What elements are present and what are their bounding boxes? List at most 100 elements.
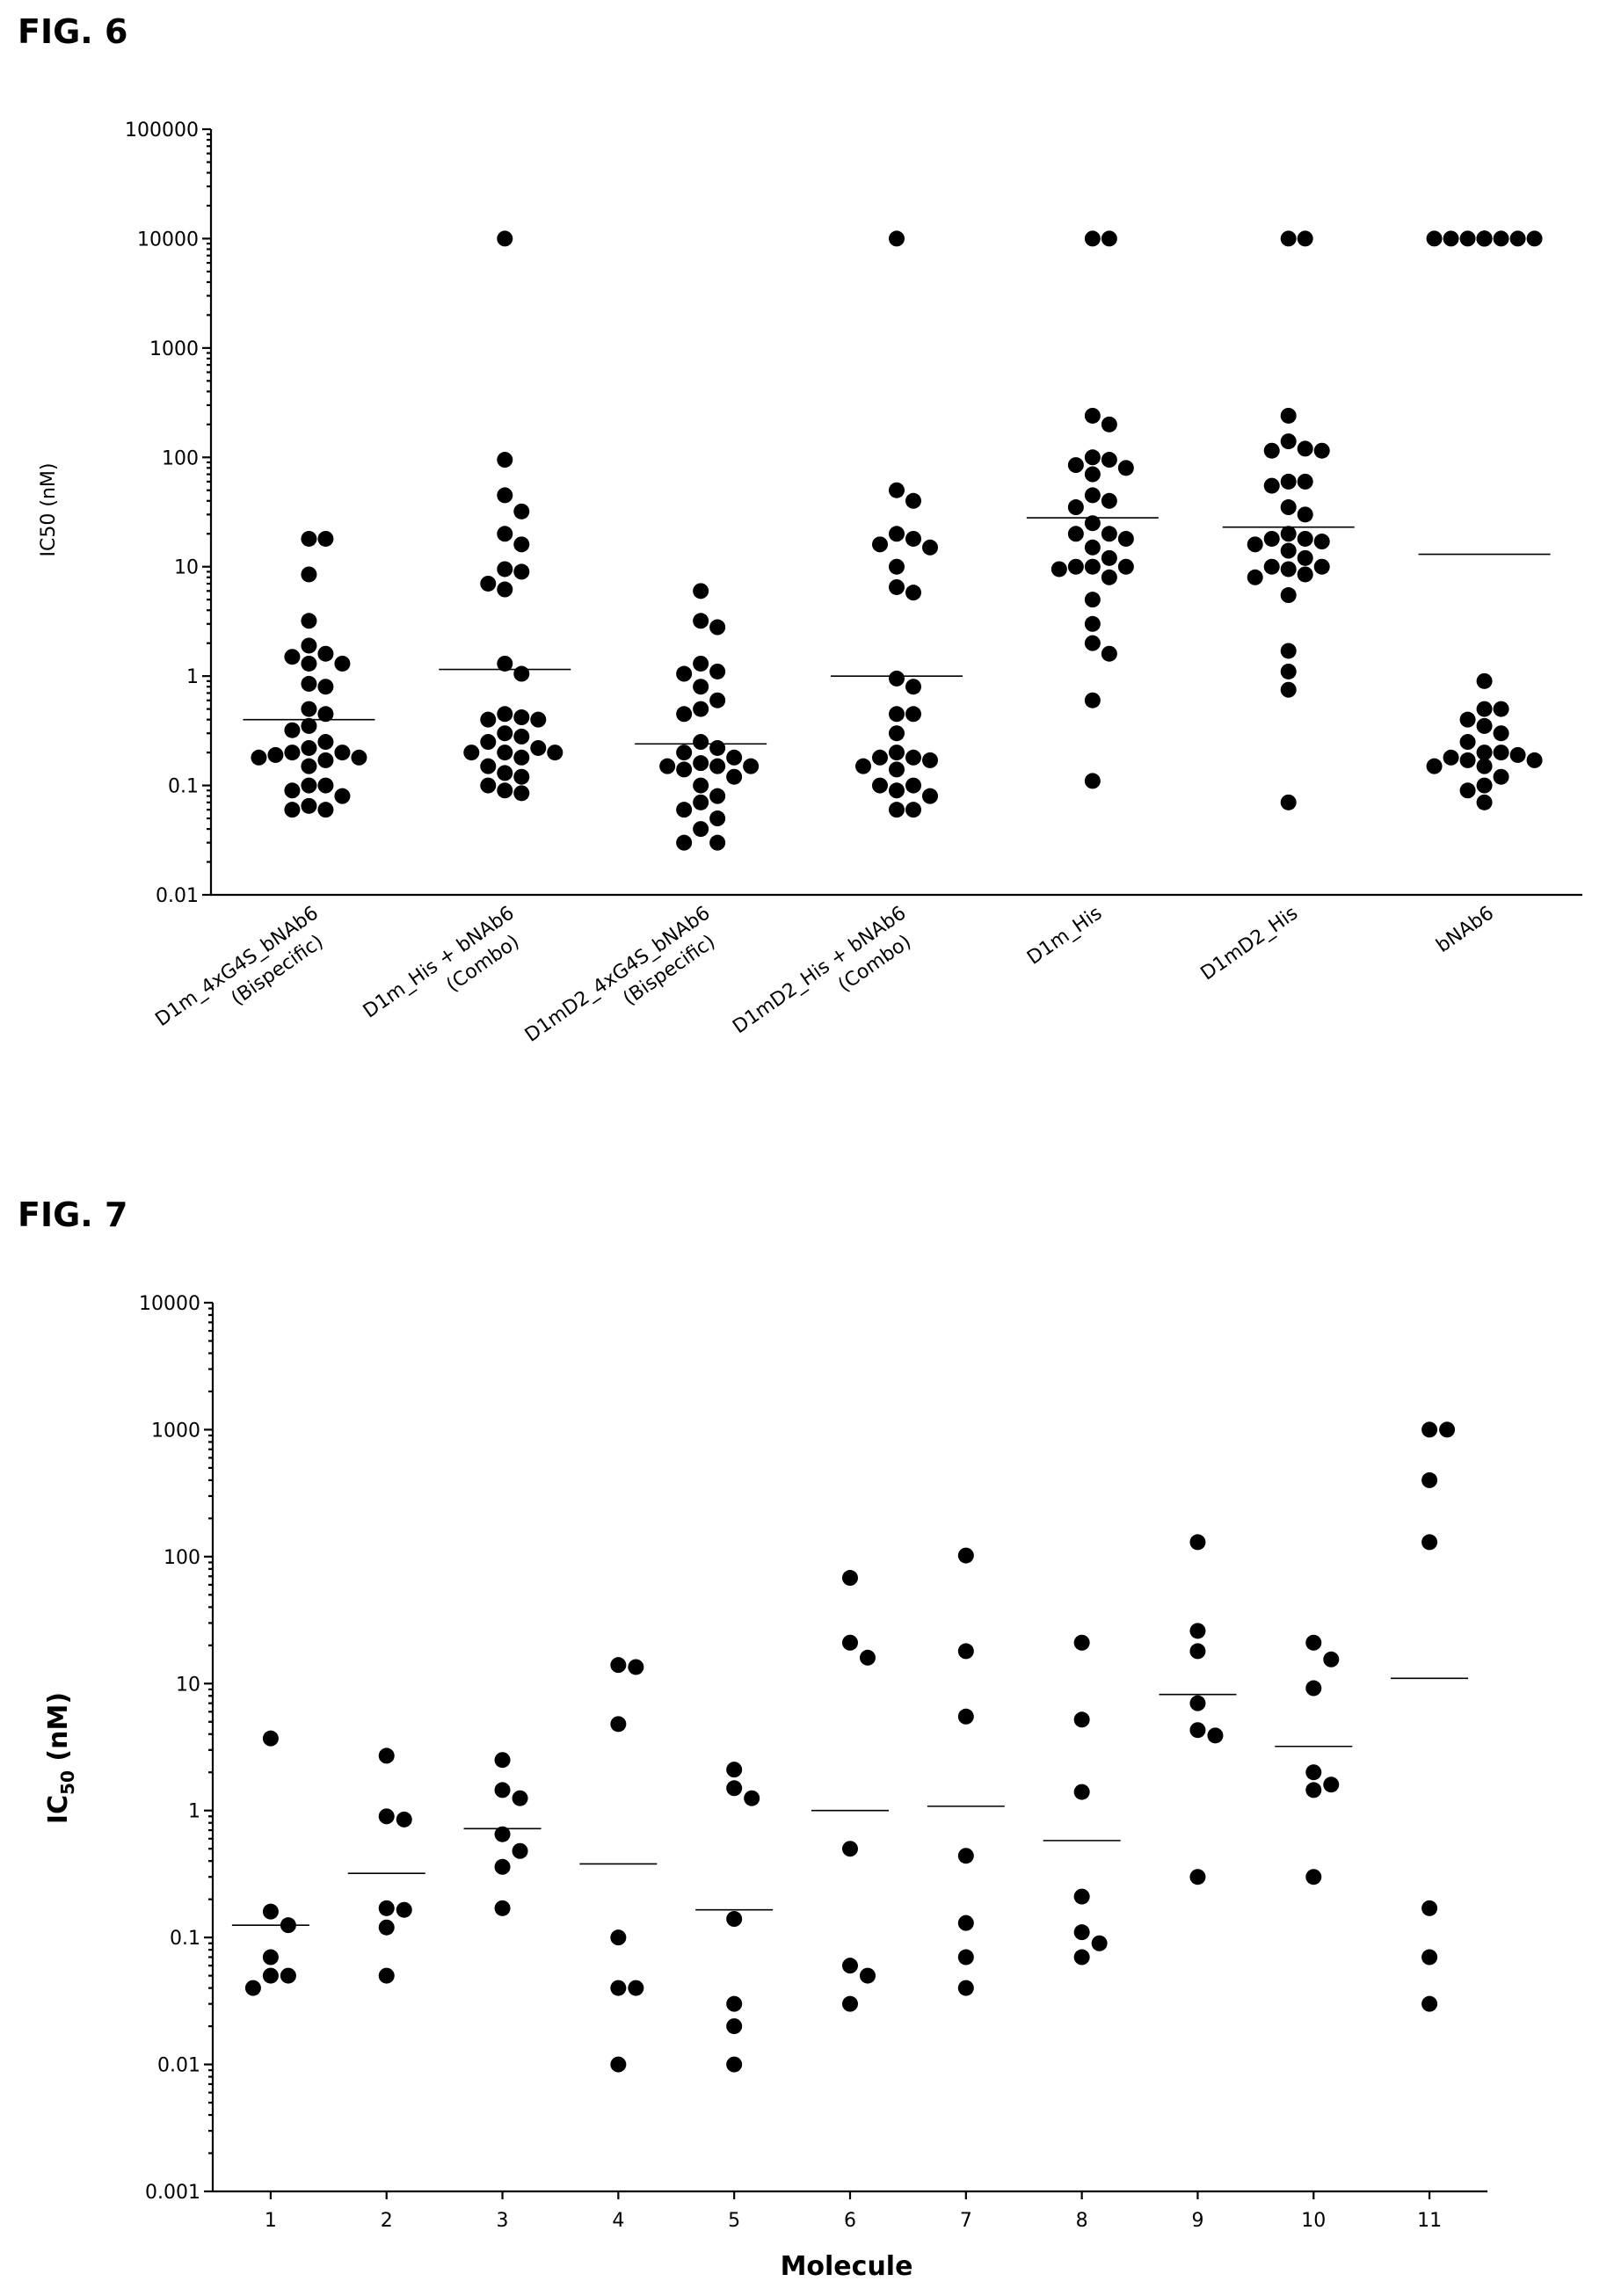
data-point bbox=[1101, 569, 1117, 585]
y-tick-label: 10 bbox=[176, 1674, 200, 1696]
data-point bbox=[1297, 230, 1313, 247]
data-point bbox=[513, 709, 530, 726]
data-point bbox=[726, 2018, 743, 2035]
data-point bbox=[860, 1649, 876, 1666]
data-point bbox=[1101, 645, 1117, 662]
data-point bbox=[317, 752, 334, 768]
data-point bbox=[610, 1716, 627, 1733]
data-point bbox=[1084, 230, 1101, 247]
data-point bbox=[922, 788, 938, 804]
data-point bbox=[1297, 566, 1313, 583]
data-point bbox=[842, 1841, 858, 1857]
data-point bbox=[1189, 1643, 1206, 1660]
data-point bbox=[1493, 701, 1509, 717]
data-point bbox=[842, 1995, 858, 2012]
data-point bbox=[1084, 773, 1101, 789]
data-point bbox=[726, 1995, 743, 2012]
data-point bbox=[480, 777, 497, 794]
data-point bbox=[860, 1967, 876, 1984]
y-axis-label: IC50 (nM) bbox=[43, 1692, 78, 1824]
data-point bbox=[334, 788, 351, 804]
data-point bbox=[1439, 1421, 1456, 1438]
data-point bbox=[1297, 473, 1313, 490]
data-point bbox=[659, 758, 676, 774]
data-point bbox=[1101, 492, 1117, 509]
y-tick-label: 10000 bbox=[139, 1293, 200, 1315]
data-point bbox=[317, 530, 334, 547]
fig6-label: FIG. 6 bbox=[18, 12, 128, 51]
data-point bbox=[1189, 1869, 1206, 1885]
data-point bbox=[726, 768, 743, 785]
data-point bbox=[889, 761, 905, 778]
data-point bbox=[262, 1903, 279, 1920]
data-point bbox=[1509, 230, 1526, 247]
data-point bbox=[497, 706, 513, 723]
data-point bbox=[284, 802, 301, 818]
data-point bbox=[497, 487, 513, 504]
data-point bbox=[1067, 526, 1084, 542]
data-point bbox=[842, 1570, 858, 1587]
data-point bbox=[1459, 230, 1476, 247]
data-point bbox=[1280, 499, 1297, 516]
data-point bbox=[1280, 473, 1297, 490]
data-point bbox=[301, 758, 317, 774]
data-point bbox=[1263, 530, 1280, 547]
data-point bbox=[513, 728, 530, 745]
data-point bbox=[905, 492, 921, 509]
data-point bbox=[693, 679, 709, 695]
data-point bbox=[1189, 1623, 1206, 1639]
data-point bbox=[1280, 407, 1297, 424]
data-point bbox=[842, 1958, 858, 1974]
data-point bbox=[497, 725, 513, 742]
data-point bbox=[497, 230, 513, 247]
data-point bbox=[497, 745, 513, 761]
data-point bbox=[1297, 506, 1313, 523]
data-point bbox=[1263, 442, 1280, 459]
data-point bbox=[693, 701, 709, 717]
data-point bbox=[889, 745, 905, 761]
data-point bbox=[1297, 530, 1313, 547]
data-point bbox=[872, 536, 888, 553]
data-point bbox=[396, 1811, 412, 1827]
data-point bbox=[922, 539, 938, 556]
data-point bbox=[1459, 711, 1476, 728]
data-point bbox=[1280, 561, 1297, 578]
data-point bbox=[494, 1900, 511, 1916]
data-point bbox=[530, 711, 547, 728]
y-tick-label: 1000 bbox=[151, 1420, 200, 1442]
data-point bbox=[1476, 758, 1493, 774]
data-point bbox=[889, 230, 905, 247]
data-point bbox=[1313, 558, 1330, 575]
data-point bbox=[351, 749, 367, 766]
data-point bbox=[1297, 549, 1313, 566]
data-point bbox=[693, 794, 709, 810]
data-point bbox=[262, 1949, 279, 1965]
y-tick-label: 100000 bbox=[125, 120, 199, 142]
data-point bbox=[1313, 442, 1330, 459]
data-point bbox=[1426, 758, 1443, 774]
data-point bbox=[889, 558, 905, 575]
data-point bbox=[709, 739, 726, 756]
data-point bbox=[497, 765, 513, 781]
data-point bbox=[513, 503, 530, 520]
data-point bbox=[709, 788, 726, 804]
y-tick-label: 10 bbox=[174, 557, 199, 579]
data-point bbox=[922, 752, 938, 768]
data-point bbox=[889, 706, 905, 723]
data-point bbox=[1421, 1900, 1438, 1916]
data-point bbox=[284, 649, 301, 665]
data-point bbox=[709, 692, 726, 708]
data-point bbox=[317, 645, 334, 662]
data-point bbox=[1421, 1421, 1438, 1438]
data-point bbox=[1476, 777, 1493, 794]
data-point bbox=[1117, 530, 1134, 547]
data-point bbox=[1067, 499, 1084, 516]
data-point bbox=[1084, 558, 1101, 575]
data-point bbox=[513, 665, 530, 682]
data-point bbox=[301, 797, 317, 814]
data-point bbox=[284, 745, 301, 761]
data-point bbox=[1084, 592, 1101, 608]
data-point bbox=[513, 536, 530, 553]
data-point bbox=[301, 530, 317, 547]
